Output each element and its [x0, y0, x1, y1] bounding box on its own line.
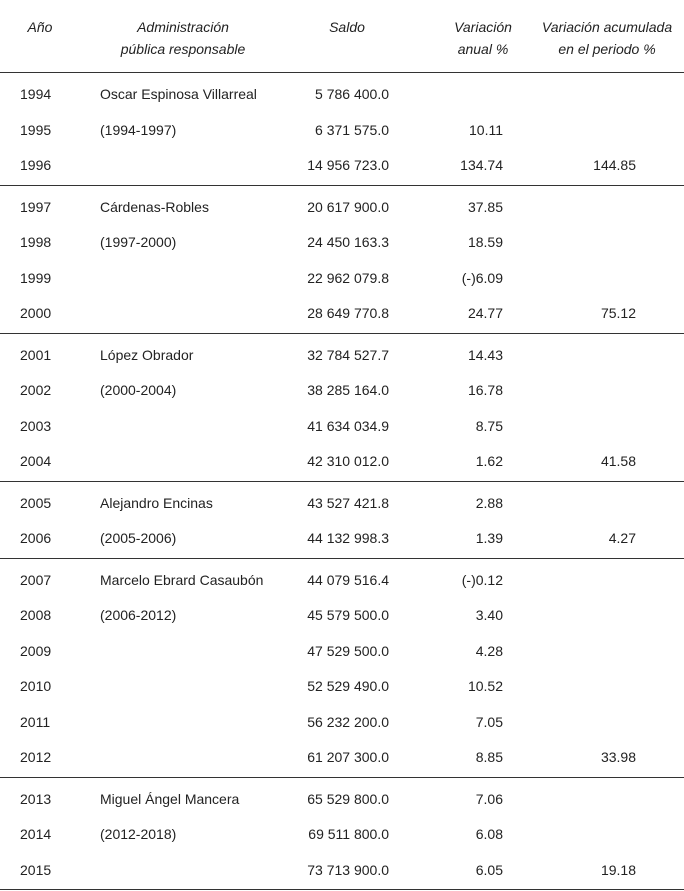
year-cell: 2007 — [20, 571, 52, 588]
year-cell: 2011 — [20, 713, 51, 730]
annual-variation-cell: 1.62 — [475, 453, 503, 469]
column-header: en el periodo % — [558, 41, 656, 57]
annual-variation-cell: 2.88 — [475, 494, 503, 511]
year-cell: 2001 — [20, 346, 52, 363]
administration-period: (1997-2000) — [100, 234, 177, 250]
column-header: Administración — [137, 19, 229, 35]
year-cell: 2005 — [20, 494, 52, 511]
annual-variation-cell: 37.85 — [467, 198, 503, 215]
administration-period: (1994-1997) — [100, 121, 177, 138]
administration-name: Miguel Ángel Mancera — [100, 790, 240, 807]
annual-variation-cell: 14.43 — [467, 346, 503, 363]
balance-cell: 42 310 012.0 — [307, 453, 389, 469]
year-cell: 2002 — [20, 382, 52, 398]
annual-variation-cell: (-)6.09 — [461, 269, 503, 286]
header-rule — [0, 72, 684, 73]
balance-cell: 47 529 500.0 — [307, 642, 389, 659]
balance-cell: 65 529 800.0 — [307, 790, 389, 807]
year-cell: 2004 — [20, 453, 52, 469]
balance-cell: 32 784 527.7 — [307, 346, 389, 363]
column-header: Saldo — [329, 19, 365, 35]
balance-cell: 5 786 400.0 — [315, 86, 389, 102]
column-header: Año — [27, 19, 53, 35]
year-cell: 2008 — [20, 607, 52, 623]
annual-variation-cell: 6.08 — [475, 826, 503, 842]
balance-cell: 44 079 516.4 — [307, 571, 389, 588]
group-rule — [0, 777, 684, 778]
year-cell: 2010 — [20, 678, 52, 694]
annual-variation-cell: 6.05 — [475, 861, 503, 878]
annual-variation-cell: (-)0.12 — [461, 571, 503, 588]
group-rule — [0, 481, 684, 482]
year-cell: 2014 — [20, 826, 52, 842]
balance-cell: 45 579 500.0 — [307, 607, 389, 623]
year-cell: 2000 — [20, 305, 52, 321]
column-header: anual % — [457, 41, 509, 57]
group-rule — [0, 333, 684, 334]
balance-cell: 56 232 200.0 — [307, 713, 389, 730]
annual-variation-cell: 7.05 — [475, 713, 503, 730]
year-cell: 2006 — [20, 530, 52, 546]
administration-name: Marcelo Ebrard Casaubón — [100, 571, 264, 588]
balance-cell: 69 511 800.0 — [308, 826, 389, 842]
year-cell: 1996 — [20, 157, 52, 173]
group-rule — [0, 889, 684, 890]
administration-name: Cárdenas-Robles — [100, 198, 209, 215]
annual-variation-cell: 7.06 — [475, 790, 503, 807]
balance-cell: 28 649 770.8 — [307, 305, 389, 321]
year-cell: 2003 — [20, 417, 52, 434]
balance-cell: 61 207 300.0 — [307, 749, 389, 765]
annual-variation-cell: 4.28 — [475, 642, 503, 659]
group-rule — [0, 558, 684, 559]
year-cell: 2012 — [20, 749, 52, 765]
year-cell: 2013 — [20, 790, 52, 807]
year-cell: 1998 — [20, 234, 52, 250]
balance-cell: 24 450 163.3 — [307, 234, 389, 250]
group-rule — [0, 185, 684, 186]
balance-cell: 14 956 723.0 — [307, 157, 389, 173]
balance-cell: 6 371 575.0 — [315, 121, 389, 138]
year-cell: 2009 — [20, 642, 52, 659]
year-cell: 1995 — [20, 121, 52, 138]
column-header: Variación acumulada — [541, 19, 673, 35]
administration-period: (2012-2018) — [100, 826, 177, 842]
administration-period: (2000-2004) — [100, 382, 177, 398]
balance-cell: 41 634 034.9 — [307, 417, 389, 434]
year-cell: 1997 — [20, 198, 52, 215]
cumulative-variation-cell: 75.12 — [600, 305, 636, 321]
administration-name: Alejandro Encinas — [100, 494, 213, 511]
annual-variation-cell: 10.11 — [469, 121, 503, 138]
balance-cell: 20 617 900.0 — [307, 198, 389, 215]
annual-variation-cell: 10.52 — [467, 678, 503, 694]
administration-name: López Obrador — [100, 346, 194, 363]
cumulative-variation-cell: 144.85 — [593, 157, 636, 173]
balance-cell: 22 962 079.8 — [307, 269, 389, 286]
annual-variation-cell: 16.78 — [467, 382, 503, 398]
balance-cell: 43 527 421.8 — [307, 494, 389, 511]
column-header: pública responsable — [120, 41, 246, 57]
administration-period: (2005-2006) — [100, 530, 177, 546]
balance-cell: 38 285 164.0 — [307, 382, 389, 398]
annual-variation-cell: 8.85 — [475, 749, 503, 765]
annual-variation-cell: 18.59 — [467, 234, 503, 250]
annual-variation-cell: 134.74 — [460, 157, 503, 173]
year-cell: 2015 — [20, 861, 52, 878]
administration-period: (2006-2012) — [100, 607, 177, 623]
cumulative-variation-cell: 33.98 — [600, 749, 636, 765]
administration-name: Oscar Espinosa Villarreal — [100, 86, 257, 102]
column-header: Variación — [454, 19, 512, 35]
year-cell: 1999 — [20, 269, 52, 286]
cumulative-variation-cell: 4.27 — [608, 530, 636, 546]
balance-cell: 44 132 998.3 — [307, 530, 389, 546]
annual-variation-cell: 3.40 — [475, 607, 503, 623]
balance-cell: 73 713 900.0 — [307, 861, 389, 878]
year-cell: 1994 — [20, 86, 52, 102]
cumulative-variation-cell: 41.58 — [600, 453, 636, 469]
balance-cell: 52 529 490.0 — [307, 678, 389, 694]
cumulative-variation-cell: 19.18 — [600, 861, 636, 878]
annual-variation-cell: 8.75 — [475, 417, 503, 434]
annual-variation-cell: 24.77 — [467, 305, 503, 321]
annual-variation-cell: 1.39 — [475, 530, 503, 546]
